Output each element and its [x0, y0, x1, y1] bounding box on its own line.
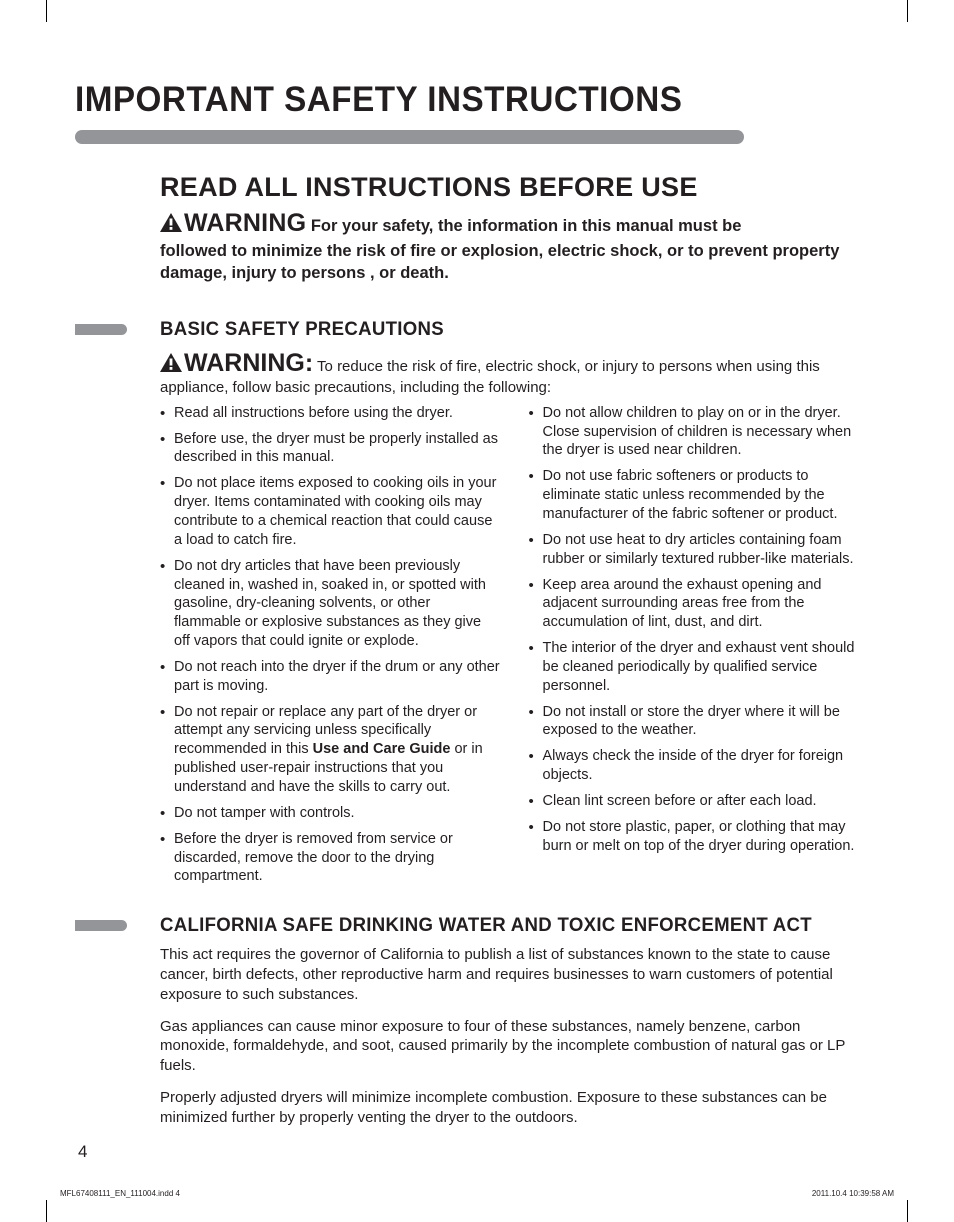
- warning-block-2: WARNING: To reduce the risk of fire, ele…: [160, 349, 869, 378]
- list-item: Do not store plastic, paper, or clothing…: [529, 818, 870, 856]
- page-title: IMPORTANT SAFETY INSTRUCTIONS: [75, 80, 839, 120]
- list-item: Do not reach into the dryer if the drum …: [160, 658, 501, 696]
- california-para-2: Gas appliances can cause minor exposure …: [160, 1017, 869, 1076]
- warning-body-text: followed to minimize the risk of fire or…: [160, 240, 869, 285]
- crop-mark: [46, 1200, 47, 1222]
- crop-mark: [907, 0, 908, 22]
- section-heading: BASIC SAFETY PRECAUTIONS: [160, 319, 869, 341]
- list-item: Do not tamper with controls.: [160, 804, 501, 823]
- section-stub-icon: [75, 324, 127, 335]
- list-item: Do not install or store the dryer where …: [529, 703, 870, 741]
- warning-lead-text: For your safety, the information in this…: [306, 217, 741, 235]
- section-stub-icon: [75, 920, 127, 931]
- list-item: Clean lint screen before or after each l…: [529, 792, 870, 811]
- list-item: Read all instructions before using the d…: [160, 404, 501, 423]
- list-item: Do not dry articles that have been previ…: [160, 557, 501, 651]
- footer-timestamp: 2011.10.4 10:39:58 AM: [812, 1189, 894, 1198]
- warning-block: WARNING For your safety, the information…: [160, 209, 869, 238]
- list-item: Do not place items exposed to cooking oi…: [160, 474, 501, 549]
- divider-bar: [75, 130, 879, 144]
- section-title: BASIC SAFETY PRECAUTIONS: [160, 319, 855, 341]
- warning-label: WARNING:: [184, 349, 313, 377]
- crop-mark: [46, 0, 47, 22]
- warning-lead-text: To reduce the risk of fire, electric sho…: [313, 358, 820, 375]
- footer-filename: MFL67408111_EN_111004.indd 4: [60, 1189, 180, 1198]
- section-title: CALIFORNIA SAFE DRINKING WATER AND TOXIC…: [160, 915, 855, 937]
- precautions-right-column: Do not allow children to play on or in t…: [529, 404, 870, 893]
- warning-triangle-icon: [160, 353, 182, 372]
- precautions-left-column: Read all instructions before using the d…: [160, 404, 501, 893]
- list-item: Do not use fabric softeners or products …: [529, 467, 870, 524]
- list-item: The interior of the dryer and exhaust ve…: [529, 639, 870, 696]
- page-number: 4: [78, 1142, 87, 1162]
- section-heading: CALIFORNIA SAFE DRINKING WATER AND TOXIC…: [160, 915, 869, 937]
- california-para-1: This act requires the governor of Califo…: [160, 945, 869, 1004]
- crop-mark: [907, 1200, 908, 1222]
- list-item: Do not use heat to dry articles containi…: [529, 531, 870, 569]
- list-item: Keep area around the exhaust opening and…: [529, 576, 870, 633]
- california-para-3: Properly adjusted dryers will minimize i…: [160, 1088, 869, 1128]
- warning-label: WARNING: [184, 209, 306, 237]
- list-item: Do not repair or replace any part of the…: [160, 703, 501, 797]
- list-item: Do not allow children to play on or in t…: [529, 404, 870, 461]
- list-item: Before use, the dryer must be properly i…: [160, 430, 501, 468]
- list-item: Always check the inside of the dryer for…: [529, 747, 870, 785]
- precautions-columns: Read all instructions before using the d…: [160, 404, 869, 893]
- warning-triangle-icon: [160, 213, 182, 232]
- list-item: Before the dryer is removed from service…: [160, 830, 501, 887]
- warning-continuation: appliance, follow basic precautions, inc…: [160, 378, 869, 398]
- main-heading: READ ALL INSTRUCTIONS BEFORE USE: [160, 172, 869, 203]
